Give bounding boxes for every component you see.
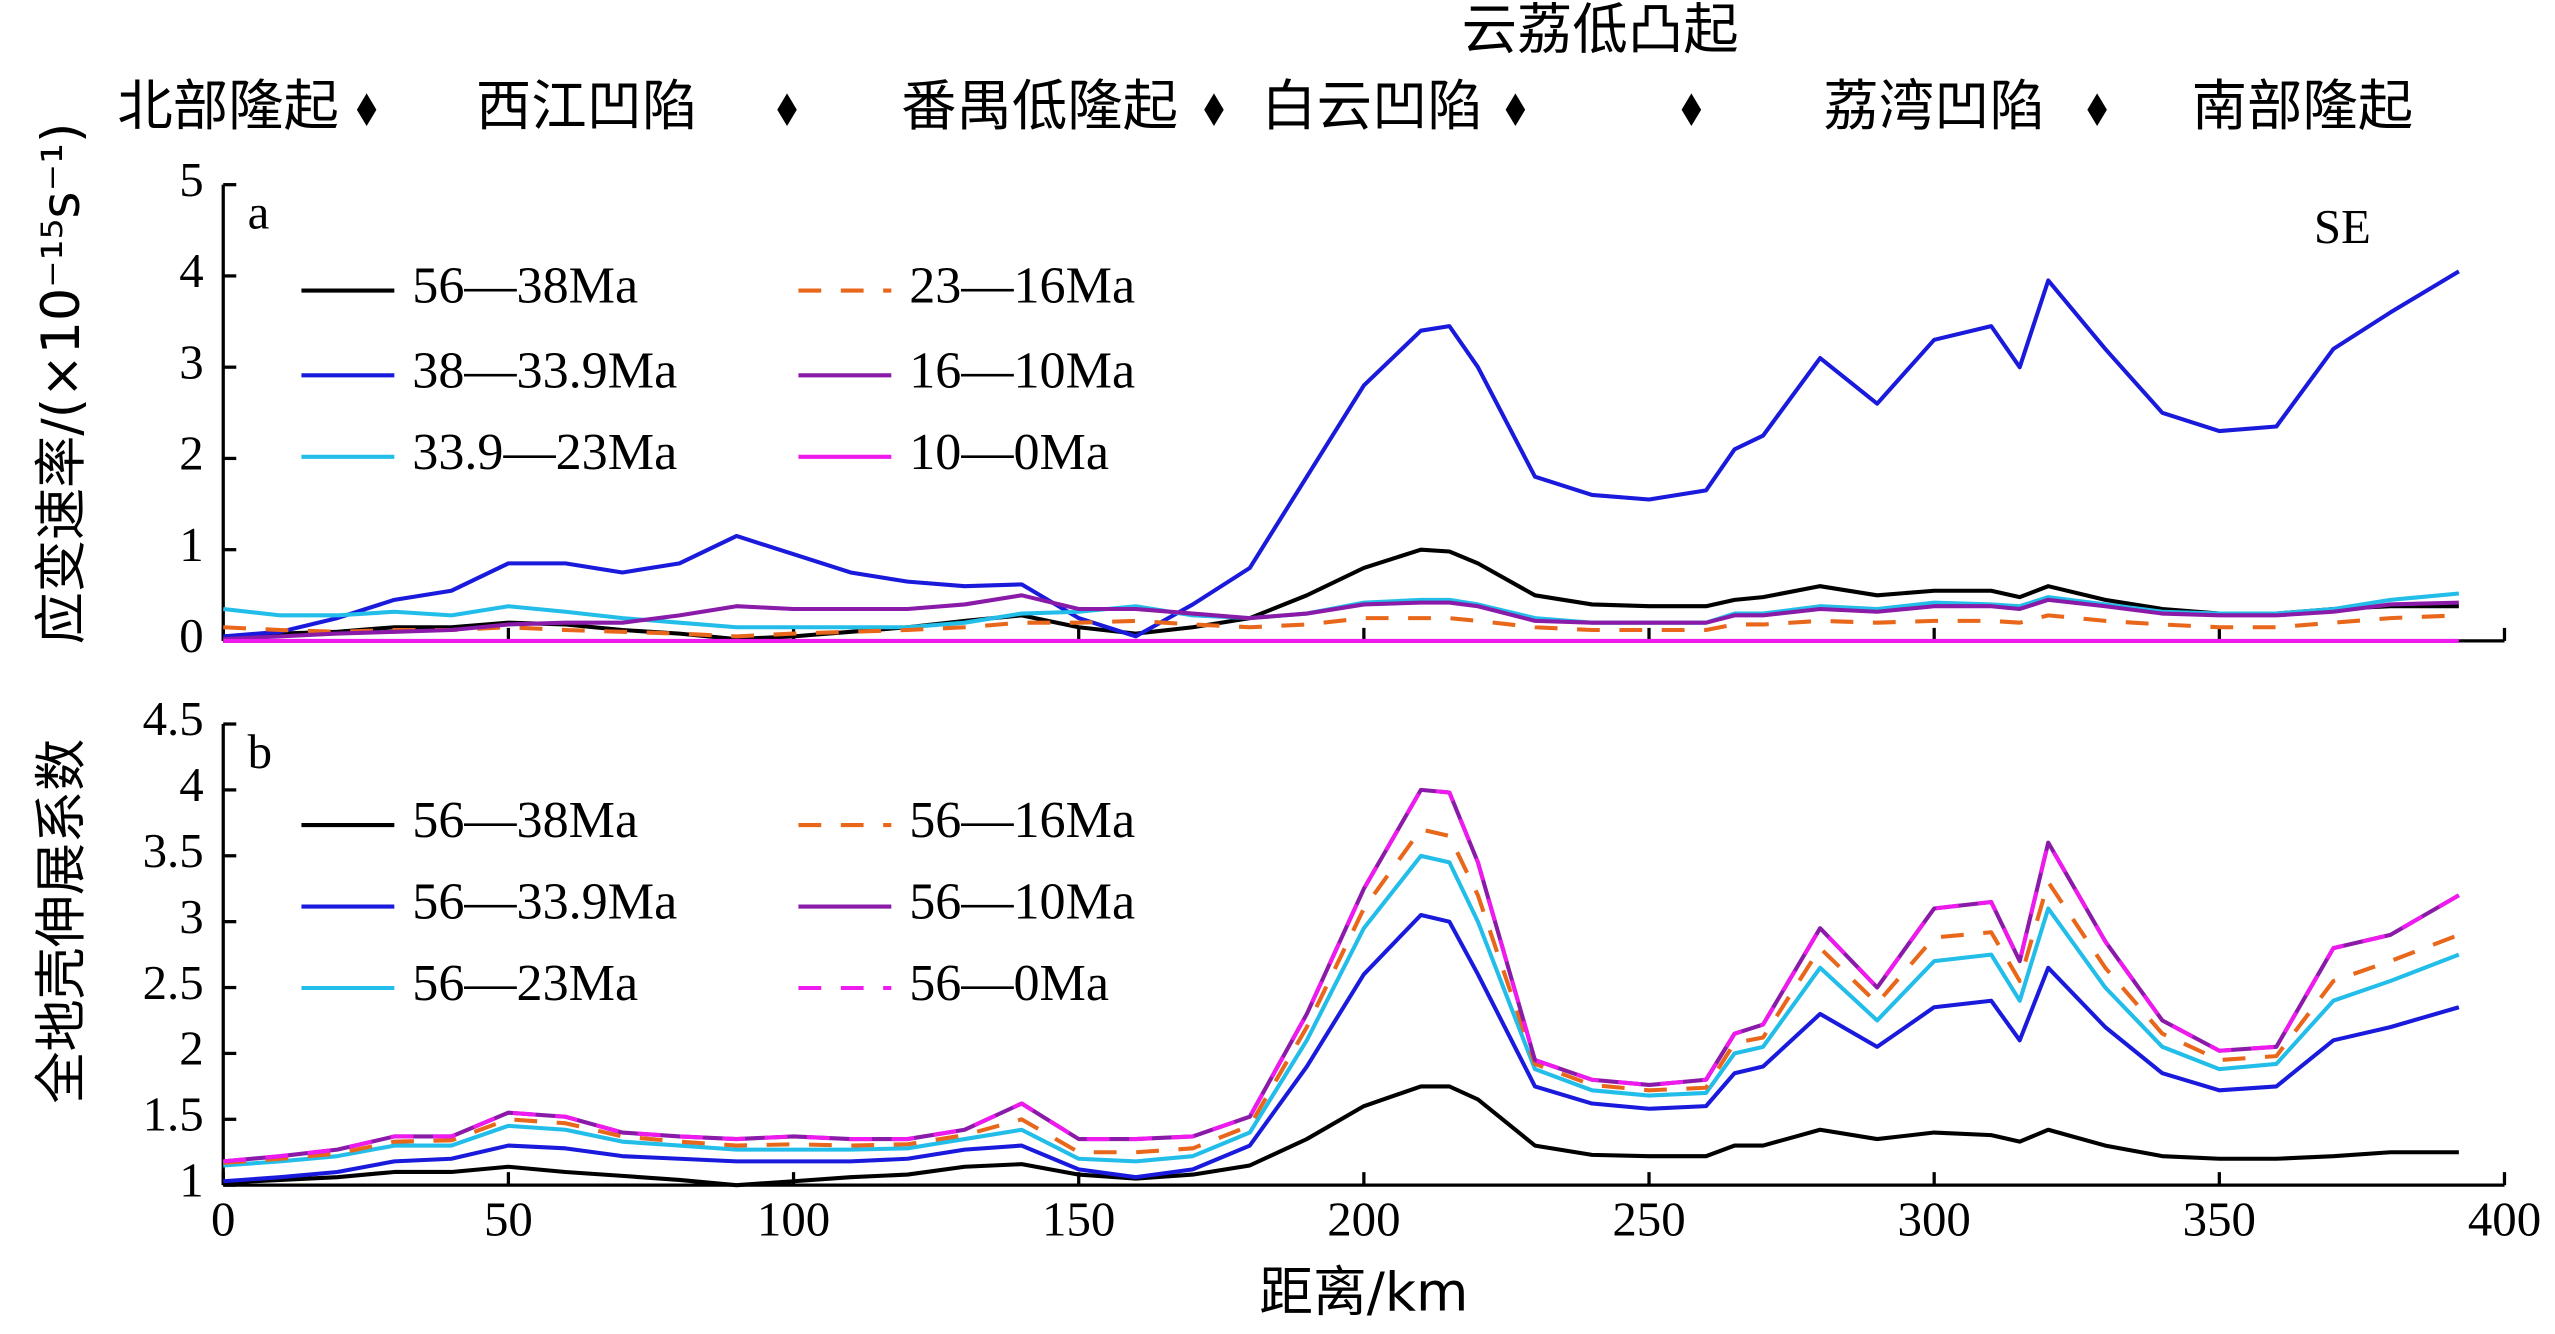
x-tick-label: 250 xyxy=(1612,1191,1685,1246)
series-line xyxy=(223,613,2459,639)
panel-label: b xyxy=(248,724,272,779)
y-tick-label: 1 xyxy=(179,517,203,572)
y-tick-label: 0 xyxy=(179,608,203,663)
series-line xyxy=(223,787,2460,1164)
x-tick-label: 150 xyxy=(1042,1191,1115,1246)
y-tick-label: 2.5 xyxy=(143,955,204,1010)
y-tick-label: 4.5 xyxy=(143,691,204,746)
legend-label: 33.9—23Ma xyxy=(412,424,677,481)
y-tick-label: 5 xyxy=(179,152,203,207)
region-label: 北部隆起 xyxy=(117,75,339,139)
region-label: 云荔低凸起 xyxy=(1462,0,1739,62)
diamond xyxy=(1681,93,1702,127)
legend-label: 23—16Ma xyxy=(909,258,1135,315)
y-axis-label: 应变速率/(×10⁻¹⁵s⁻¹) xyxy=(32,123,92,645)
legend-label: 56—16Ma xyxy=(909,792,1135,849)
x-tick-label: 400 xyxy=(2468,1191,2541,1246)
x-tick-label: 300 xyxy=(1898,1191,1971,1246)
y-tick-label: 1.5 xyxy=(143,1087,204,1142)
y-tick-label: 2 xyxy=(179,1021,203,1076)
diamond xyxy=(777,93,797,127)
legend-label: 56—0Ma xyxy=(909,955,1109,1012)
legend-label: 56—10Ma xyxy=(909,874,1135,931)
y-tick-label: 1 xyxy=(179,1152,203,1207)
legend-label: 16—10Ma xyxy=(909,342,1135,399)
y-tick-label: 3.5 xyxy=(143,823,204,878)
x-tick-label: 200 xyxy=(1327,1191,1400,1246)
series-line xyxy=(223,853,2460,1168)
y-tick-label: 3 xyxy=(179,889,203,944)
region-label: 西江凹陷 xyxy=(476,75,698,139)
panel-label: a xyxy=(248,184,270,239)
y-tick-label: 4 xyxy=(179,243,203,298)
region-label: 荔湾凹陷 xyxy=(1823,75,2045,139)
legend-label: 56—38Ma xyxy=(412,258,638,315)
legend-label: 10—0Ma xyxy=(909,424,1109,481)
x-tick-label: 0 xyxy=(211,1191,235,1246)
y-tick-label: 2 xyxy=(179,426,203,481)
region-label: 番禺低隆起 xyxy=(901,75,1178,139)
series-line xyxy=(223,1084,2459,1188)
series-line xyxy=(223,912,2460,1184)
series-line xyxy=(223,269,2460,639)
diamond xyxy=(356,93,377,127)
series-line xyxy=(223,593,2459,642)
diamond xyxy=(1505,93,1526,127)
y-tick-label: 4 xyxy=(179,757,203,812)
legend-label: 56—33.9Ma xyxy=(412,874,677,931)
annotation: SE xyxy=(2314,199,2371,254)
region-label: 南部隆起 xyxy=(2192,75,2414,139)
legend-label: 38—33.9Ma xyxy=(412,342,677,399)
diamond xyxy=(1204,93,1224,127)
legend-label: 56—23Ma xyxy=(412,955,638,1012)
x-tick-label: 350 xyxy=(2183,1191,2256,1246)
y-axis-label: 全地壳伸展系数 xyxy=(32,739,92,1104)
x-axis-label: 距离/km xyxy=(1259,1261,1468,1324)
region-label: 白云凹陷 xyxy=(1261,75,1483,139)
diamond xyxy=(2087,93,2107,127)
series-line xyxy=(223,591,2460,630)
legend-label: 56—38Ma xyxy=(412,792,638,849)
y-tick-label: 3 xyxy=(179,334,203,389)
x-tick-label: 50 xyxy=(484,1191,533,1246)
x-tick-label: 100 xyxy=(757,1191,830,1246)
